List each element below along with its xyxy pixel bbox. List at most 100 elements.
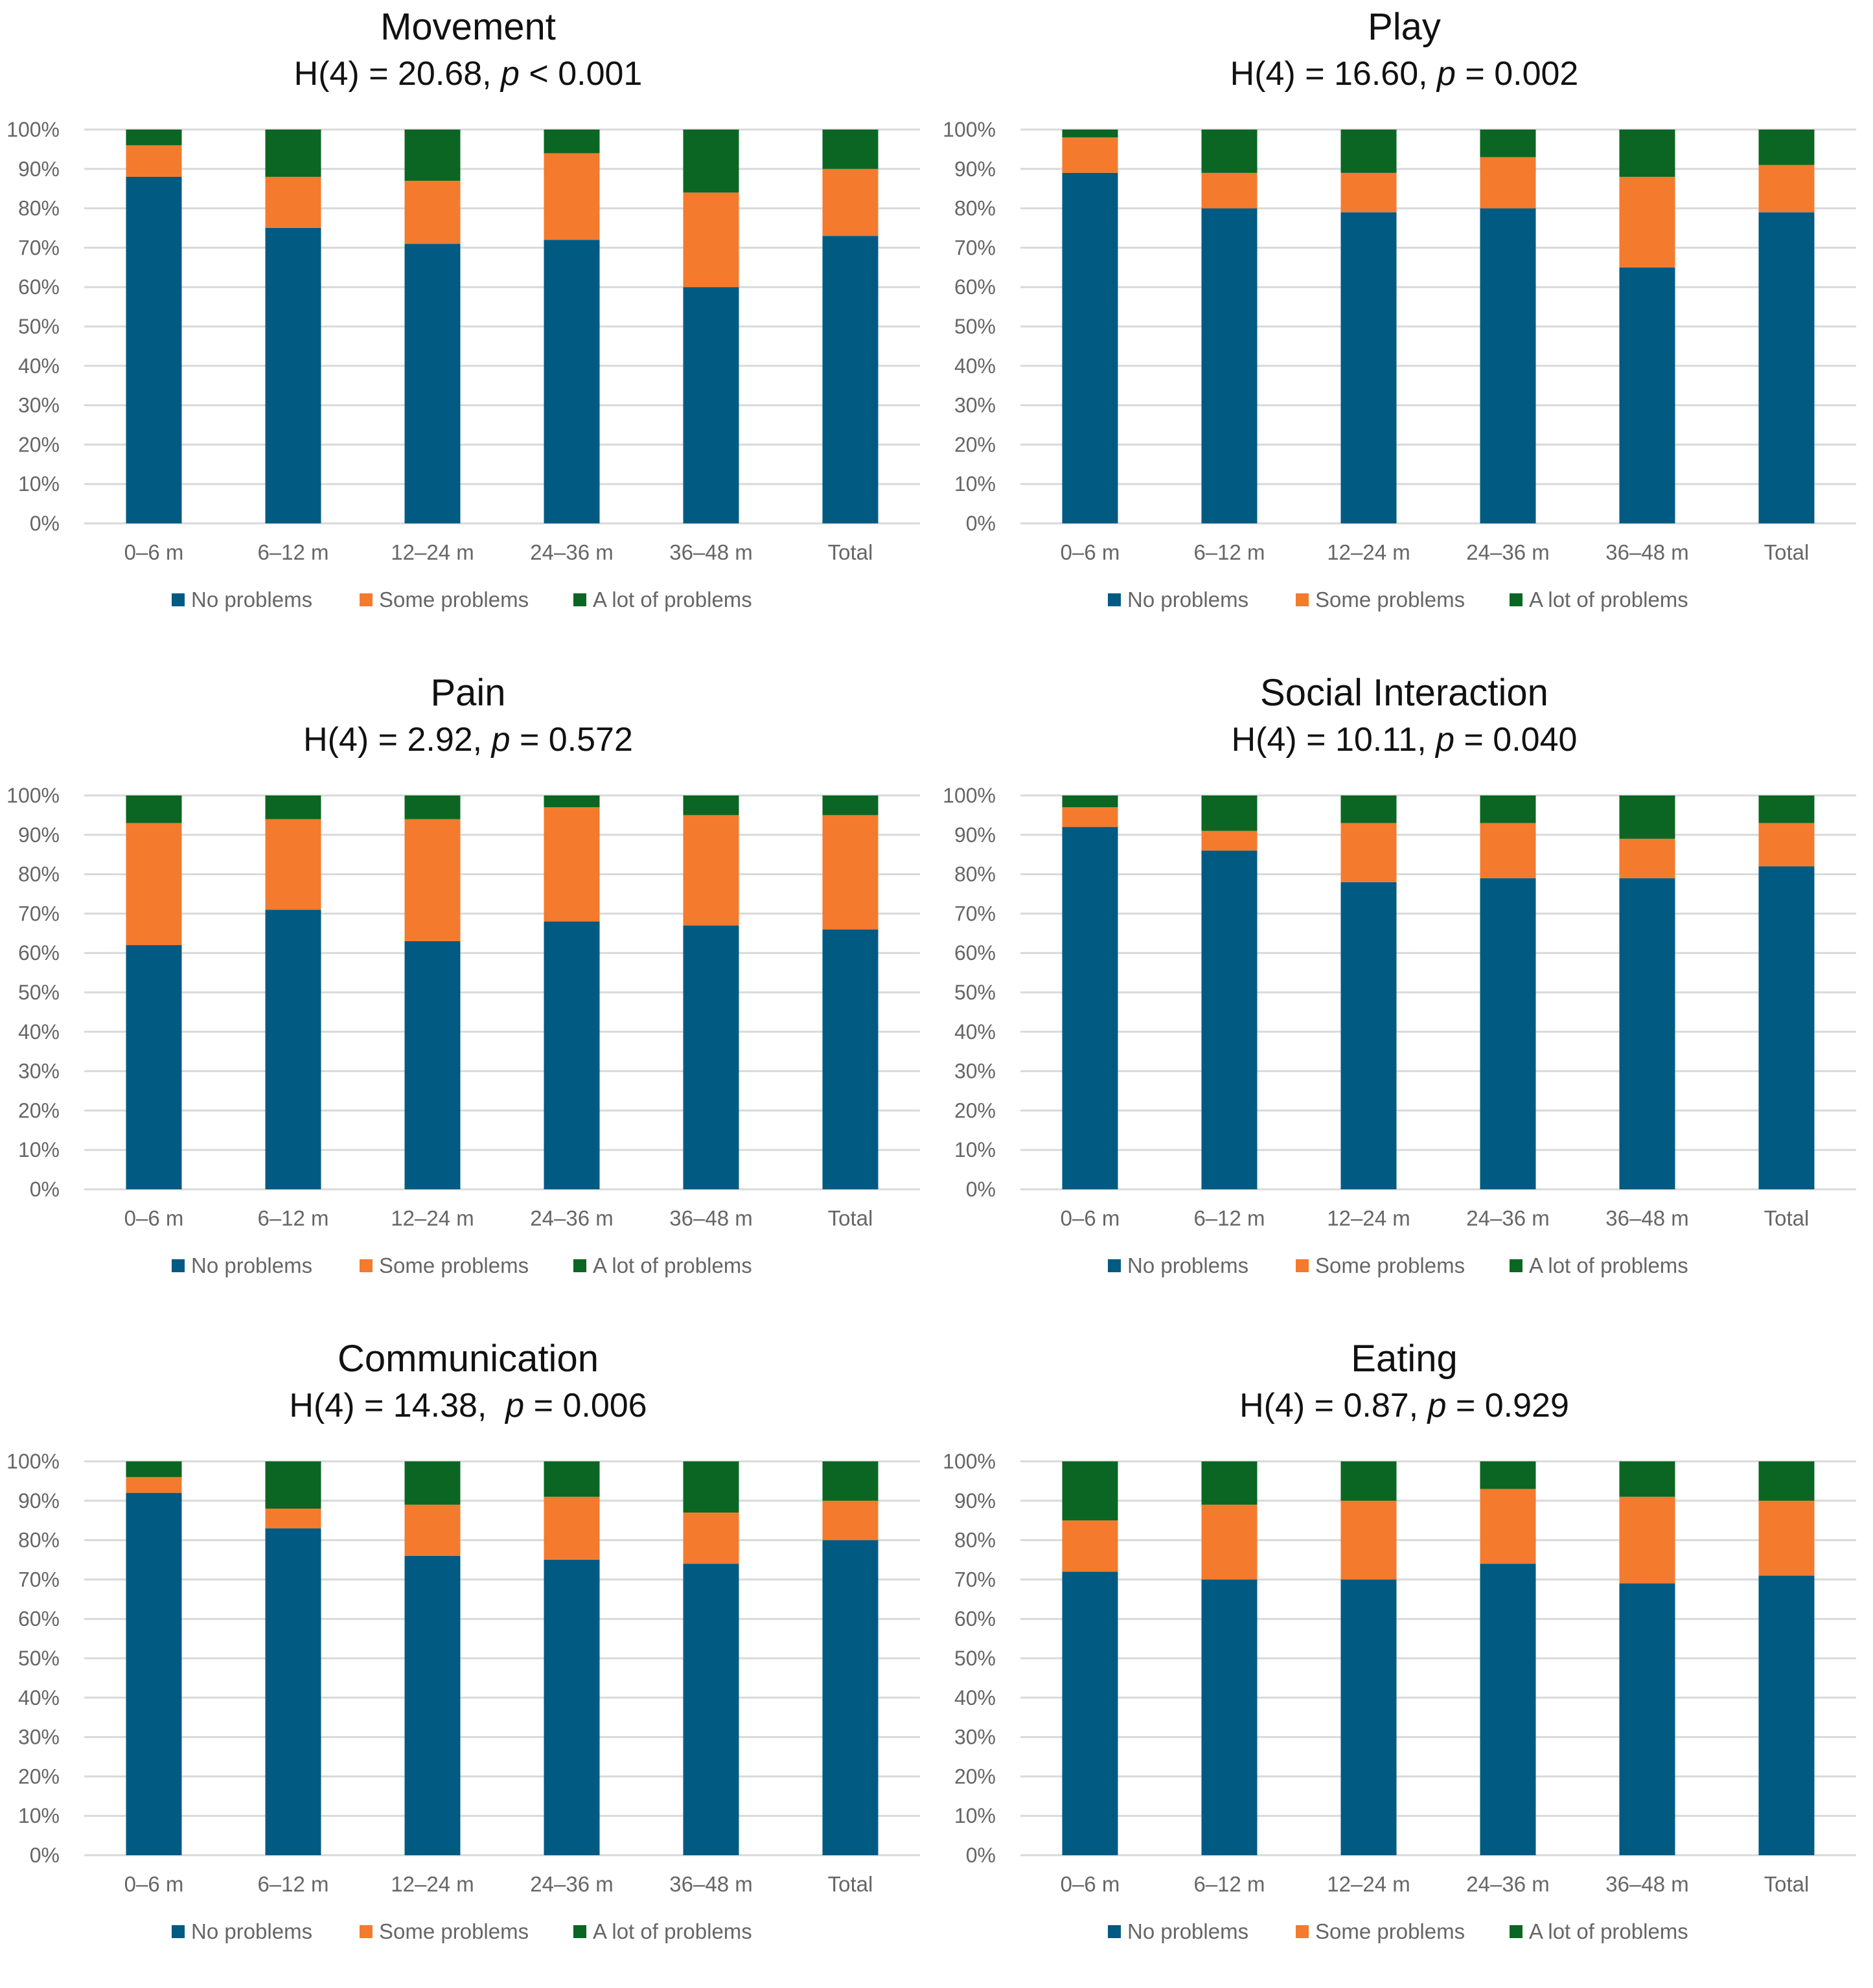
chart-subtitle: H(4) = 2.92, p = 0.572: [0, 720, 936, 759]
bar-segment-no-problems: [126, 945, 182, 1189]
stat-post: < 0.001: [519, 55, 643, 93]
x-tick-label: 0–6 m: [124, 1872, 184, 1896]
legend-swatch: [1510, 593, 1523, 606]
bar-segment-no-problems: [404, 244, 461, 523]
legend-swatch: [172, 593, 185, 606]
y-tick-label: 10%: [954, 1138, 996, 1161]
stat-post: = 0.572: [510, 721, 633, 759]
stat-p: p: [501, 55, 520, 93]
chart-panel: Movement H(4) = 20.68, p < 0.001 0% 10% 20% 3…: [0, 0, 936, 656]
bar-segment-no-problems: [1340, 882, 1397, 1189]
y-tick-label: 40%: [954, 1020, 996, 1044]
bar-segment-no-problems: [1062, 827, 1118, 1189]
bar-segment-a-lot-of-problems: [822, 1461, 879, 1501]
legend-label: Some problems: [379, 1919, 529, 1943]
bar-segment-some-problems: [404, 819, 461, 941]
x-tick-label: 6–12 m: [1193, 1206, 1265, 1230]
legend-label: No problems: [1127, 1919, 1248, 1943]
legend-swatch: [573, 593, 586, 606]
y-tick-label: 10%: [954, 472, 996, 496]
legend-swatch: [1108, 1259, 1121, 1272]
y-tick-label: 100%: [6, 784, 60, 807]
bar-segment-no-problems: [1758, 1575, 1815, 1855]
stat-pre: H(4) = 10.11,: [1231, 721, 1436, 759]
bar-segment-no-problems: [1758, 212, 1815, 523]
bar-segment-a-lot-of-problems: [1201, 1461, 1258, 1505]
bar-segment-no-problems: [544, 921, 600, 1189]
bar-segment-a-lot-of-problems: [1201, 795, 1258, 831]
legend-swatch: [1108, 1925, 1121, 1938]
x-tick-label: 24–36 m: [1466, 540, 1549, 564]
y-tick-label: 50%: [954, 1647, 996, 1670]
legend-label: No problems: [191, 1253, 312, 1277]
y-tick-label: 20%: [18, 1099, 60, 1122]
chart-subtitle: H(4) = 16.60, p = 0.002: [936, 54, 1872, 93]
y-tick-label: 40%: [18, 1020, 60, 1044]
bar-segment-a-lot-of-problems: [1480, 1461, 1536, 1489]
x-tick-label: 6–12 m: [1193, 540, 1265, 564]
bar-segment-some-problems: [404, 181, 461, 244]
stat-post: = 0.929: [1446, 1387, 1569, 1424]
y-tick-label: 20%: [954, 1765, 996, 1788]
y-tick-label: 40%: [18, 354, 60, 378]
x-tick-label: 12–24 m: [391, 1206, 474, 1230]
bar-segment-a-lot-of-problems: [404, 795, 461, 819]
bar-segment-no-problems: [1340, 1579, 1397, 1855]
y-tick-label: 60%: [954, 1607, 996, 1630]
bar-segment-a-lot-of-problems: [683, 795, 739, 816]
y-tick-label: 30%: [954, 1060, 996, 1083]
y-tick-label: 20%: [954, 433, 996, 456]
y-tick-label: 90%: [18, 823, 60, 847]
bar-segment-a-lot-of-problems: [1340, 795, 1397, 823]
x-tick-label: 36–48 m: [1605, 540, 1688, 564]
bar-segment-no-problems: [683, 287, 739, 523]
stat-p: p: [491, 721, 511, 759]
chart-title: Play: [1368, 6, 1441, 48]
bar-segment-some-problems: [683, 192, 739, 288]
bar-segment-some-problems: [1480, 823, 1536, 878]
x-tick-label: 36–48 m: [1605, 1872, 1688, 1896]
x-tick-label: 24–36 m: [1466, 1872, 1549, 1896]
stat-post: = 0.040: [1454, 721, 1578, 759]
bar-segment-some-problems: [404, 1504, 461, 1556]
bar-segment-no-problems: [1619, 267, 1675, 523]
y-tick-label: 10%: [18, 1804, 60, 1827]
bar-segment-no-problems: [404, 941, 461, 1189]
y-tick-label: 90%: [954, 157, 996, 181]
chart-panel: Pain H(4) = 2.92, p = 0.572 0% 10% 20% 30% 40%…: [0, 666, 936, 1322]
bar-segment-a-lot-of-problems: [1758, 795, 1815, 823]
bar-segment-a-lot-of-problems: [1619, 130, 1675, 177]
legend-swatch: [1296, 593, 1309, 606]
y-tick-label: 50%: [18, 315, 60, 338]
legend-swatch: [1296, 1259, 1309, 1272]
x-tick-label: 24–36 m: [1466, 1206, 1549, 1230]
stat-pre: H(4) = 14.38,: [289, 1387, 506, 1424]
x-tick-label: 0–6 m: [1061, 540, 1120, 564]
stat-pre: H(4) = 16.60,: [1230, 55, 1438, 93]
x-tick-label: 12–24 m: [391, 540, 474, 564]
legend-swatch: [360, 1259, 373, 1272]
x-tick-label: Total: [1764, 1872, 1810, 1896]
legend-swatch: [1296, 1925, 1309, 1938]
chart-title: Movement: [380, 6, 556, 48]
bar-segment-some-problems: [265, 819, 321, 910]
bar-segment-a-lot-of-problems: [1619, 1461, 1675, 1497]
y-tick-label: 20%: [954, 1099, 996, 1122]
bar-segment-a-lot-of-problems: [126, 1461, 182, 1478]
y-tick-label: 80%: [18, 197, 60, 220]
bar-segment-a-lot-of-problems: [126, 795, 182, 823]
legend-label: No problems: [1127, 1253, 1248, 1277]
bar-segment-a-lot-of-problems: [404, 130, 461, 181]
x-tick-label: Total: [828, 540, 873, 564]
bar-segment-no-problems: [822, 929, 879, 1189]
x-tick-label: Total: [1764, 540, 1810, 564]
bar-segment-a-lot-of-problems: [265, 1461, 321, 1509]
x-tick-label: 6–12 m: [257, 1872, 328, 1896]
chart-title: Communication: [338, 1338, 599, 1380]
bar-segment-some-problems: [126, 1477, 182, 1493]
bar-segment-some-problems: [126, 145, 182, 177]
bar-segment-some-problems: [1758, 1500, 1815, 1576]
chart-svg: 0% 10% 20% 30% 40% 50% 60% 70% 80% 90% 100% 0–6 m 6–…: [943, 784, 1856, 1277]
chart-svg: 0% 10% 20% 30% 40% 50% 60% 70% 80% 90% 100% 0–6 m 6–…: [943, 1450, 1856, 1943]
bar-segment-a-lot-of-problems: [1480, 795, 1536, 823]
